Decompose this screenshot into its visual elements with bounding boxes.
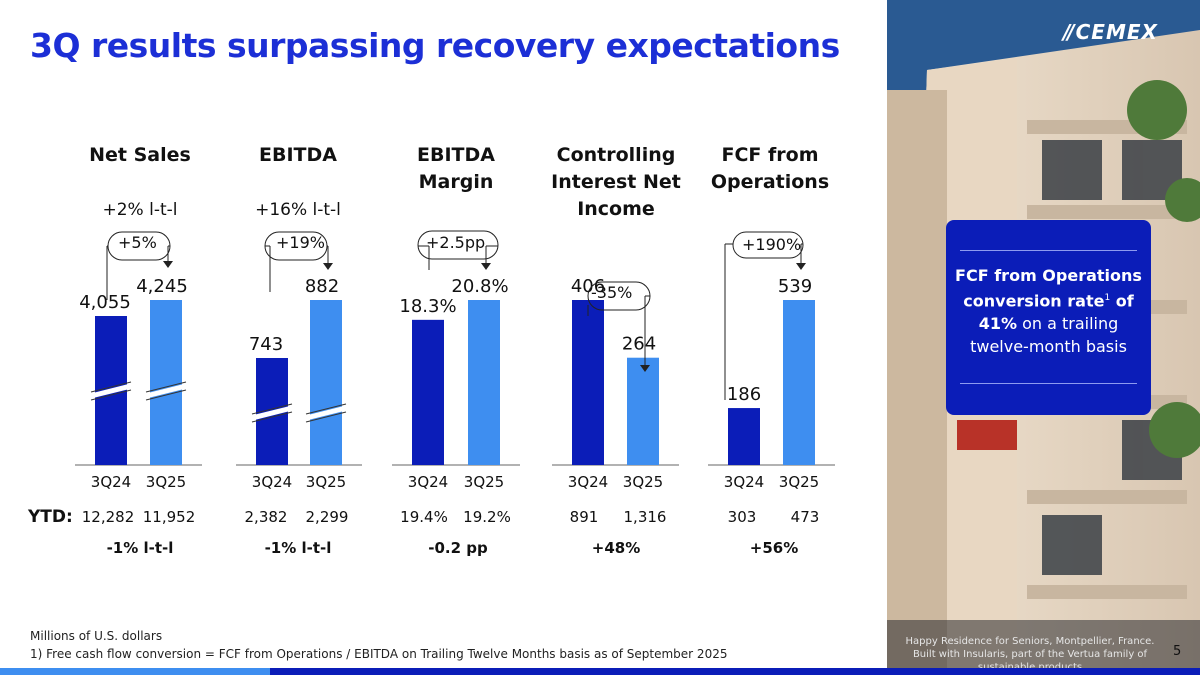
axis-break-line-a-1-1	[305, 403, 347, 415]
category-label-3-3q24: 3Q24	[568, 473, 608, 491]
value-label-1-3q24: 743	[249, 334, 283, 355]
category-label-0-3q25: 3Q25	[146, 473, 186, 491]
callout-suffix: on a trailing twelve-month basis	[970, 314, 1127, 357]
axis-break-line-b-0-0	[90, 389, 132, 401]
fcf-change-label: +190%	[742, 235, 802, 254]
page-number: 5	[1173, 644, 1182, 659]
axis-break-line-a-1-0	[251, 403, 293, 415]
category-label-1-3q25: 3Q25	[306, 473, 346, 491]
net-income-change-label: -35%	[591, 283, 633, 302]
bar-charts: 4,055 3Q24 4,245 3Q25 743 3Q24 882 3Q25 18.3% 3Q2…	[75, 230, 835, 491]
logo-mark: //	[1063, 20, 1074, 44]
category-label-2-3q24: 3Q24	[408, 473, 448, 491]
metric-title-ebitda-margin: EBITDA Margin	[417, 144, 495, 193]
axis-break-line-b-0-1	[145, 389, 187, 401]
net-sales-change-label: +5%	[118, 233, 157, 252]
ytd-ebitda-change: -1% l-t-l	[264, 539, 332, 557]
ytd-net-sales-2024: 12,282	[81, 508, 135, 526]
arrow-head-4	[796, 263, 806, 270]
callout-bottom-rule	[960, 383, 1137, 384]
bar-2-3q25	[468, 300, 500, 465]
callout-prefix: FCF from Operations conversion rate	[955, 266, 1142, 311]
category-label-4-3q25: 3Q25	[779, 473, 819, 491]
ytd-net-income-2024: 891	[569, 508, 599, 526]
ytd-ebitda-2025: 2,299	[305, 508, 349, 526]
axis-break-gap-0-0	[90, 383, 132, 399]
bar-4-3q25	[783, 300, 815, 465]
ytd-fcf-2024: 303	[727, 508, 757, 526]
category-label-2-3q25: 3Q25	[464, 473, 504, 491]
metric-title-ebitda: EBITDA	[259, 144, 337, 166]
value-label-3-3q24: 406	[571, 276, 605, 297]
category-label-1-3q24: 3Q24	[252, 473, 292, 491]
callout-value: 41%	[978, 314, 1017, 334]
ytd-fcf-change: +56%	[749, 539, 799, 557]
slide-title: 3Q results surpassing recovery expectati…	[30, 26, 840, 65]
category-label-3-3q25: 3Q25	[623, 473, 663, 491]
bar-1-3q25	[310, 300, 342, 465]
bar-3-3q25	[627, 357, 659, 465]
bottom-bar	[0, 668, 1200, 675]
axis-break-line-a-0-1	[145, 381, 187, 393]
value-label-3-3q25: 264	[622, 334, 656, 355]
value-label-2-3q24: 18.3%	[399, 296, 456, 317]
change-pill-4	[732, 231, 804, 259]
arrow-head-0	[163, 261, 173, 268]
ytd-ebitda-2024: 2,382	[244, 508, 288, 526]
category-label-0-3q24: 3Q24	[91, 473, 131, 491]
footnote-1: 1) Free cash flow conversion = FCF from …	[30, 647, 728, 661]
ytd-net-income-2025: 1,316	[623, 508, 667, 526]
net-sales-ltl-growth: +2% l-t-l	[102, 200, 178, 220]
ebitda-ltl-growth: +16% l-t-l	[255, 200, 341, 220]
arrow-head-1	[323, 263, 333, 270]
footnote-units: Millions of U.S. dollars	[30, 629, 163, 643]
axis-break-gap-1-1	[305, 405, 347, 421]
value-label-0-3q24: 4,055	[79, 292, 131, 313]
axis-break-gap-0-1	[145, 383, 187, 399]
callout-of: of	[1110, 291, 1134, 311]
ebitda-change-label: +19%	[276, 233, 325, 252]
value-label-0-3q25: 4,245	[136, 276, 188, 297]
ytd-net-sales-change: -1% l-t-l	[106, 539, 174, 557]
arrow-head-2	[481, 263, 491, 270]
axis-break-gap-1-0	[251, 405, 293, 421]
axis-break-line-b-1-0	[251, 411, 293, 423]
metric-title-net-income: Controlling Interest Net Income	[551, 144, 681, 220]
bar-2-3q24	[412, 319, 444, 465]
value-label-4-3q25: 539	[778, 276, 812, 297]
bar-4-3q24	[728, 408, 760, 465]
ytd-label: YTD:	[28, 507, 73, 527]
ytd-net-sales-2025: 11,952	[142, 508, 196, 526]
ytd-ebitda-margin-change: -0.2 pp	[428, 539, 488, 557]
logo-text: CEMEX	[1075, 20, 1158, 44]
fcf-conversion-callout: FCF from Operations conversion rate1 of …	[946, 220, 1151, 415]
axis-break-line-a-0-0	[90, 381, 132, 393]
photo-caption: Happy Residence for Seniors, Montpellier…	[905, 636, 1155, 673]
metric-title-net-sales: Net Sales	[89, 144, 191, 166]
bottom-bar-accent	[0, 668, 270, 675]
axis-break-line-b-1-1	[305, 411, 347, 423]
ytd-net-income-change: +48%	[591, 539, 641, 557]
bar-3-3q24	[572, 300, 604, 465]
callout-top-rule	[960, 250, 1137, 251]
bar-0-3q25	[150, 300, 182, 465]
category-label-4-3q24: 3Q24	[724, 473, 764, 491]
change-pill-2	[417, 230, 499, 260]
callout-text: FCF from Operations conversion rate1 of …	[954, 264, 1143, 358]
ytd-ebitda-margin-2024: 19.4%	[400, 508, 448, 526]
value-label-2-3q25: 20.8%	[451, 276, 508, 297]
value-label-4-3q24: 186	[727, 384, 761, 405]
value-label-1-3q25: 882	[305, 276, 339, 297]
ytd-ebitda-margin-2025: 19.2%	[463, 508, 511, 526]
ebitda-margin-change-label: +2.5pp	[426, 233, 486, 252]
callout-footnote-marker: 1	[1104, 293, 1111, 303]
metric-title-fcf: FCF from Operations	[710, 144, 830, 193]
arrow-head-3	[640, 365, 650, 372]
ytd-fcf-2025: 473	[790, 508, 820, 526]
cemex-logo: //CEMEX	[1063, 20, 1158, 44]
